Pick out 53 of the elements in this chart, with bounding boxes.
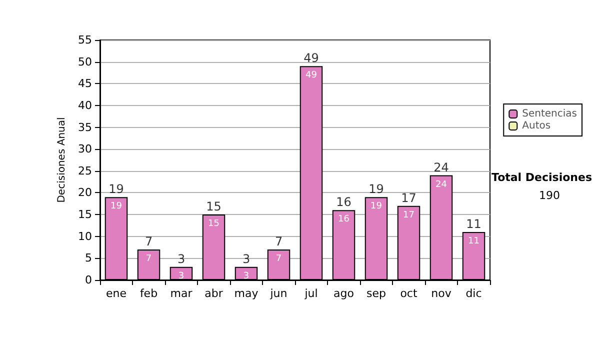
data-label: 17 [403,210,414,220]
x-tick-label: mar [170,287,193,300]
legend-label: Sentencias [522,108,578,120]
total-label: 49 [304,51,319,66]
y-tick-label: 50 [78,55,92,68]
data-label: 16 [338,214,350,225]
data-label: 11 [468,236,480,246]
x-tick-label: ago [334,287,354,300]
total-label: 3 [177,252,186,266]
y-tick-label: 55 [78,34,92,46]
total-label: 17 [401,190,416,205]
text: Total Decisiones [492,171,592,184]
y-tick-label: 25 [78,164,92,178]
data-label: 15 [208,219,220,230]
total-label: 19 [368,182,384,196]
x-tick-label: feb [140,287,158,300]
x-tick-label: sep [366,287,386,300]
y-tick-label: 40 [78,98,92,112]
data-label: 3 [243,271,250,282]
data-label: 7 [146,254,152,264]
y-tick-label: 20 [78,186,92,200]
x-tick-label: jun [269,287,288,300]
total-label: 16 [336,195,352,210]
total-label: 3 [242,252,250,266]
y-tick-label: 10 [78,230,92,243]
total-label: 11 [466,217,482,231]
legend-label: Autos [522,120,551,132]
x-tick-label: abr [204,287,224,300]
x-tick-label: oct [400,287,418,300]
data-label: 19 [370,202,382,212]
x-tick-label: nov [431,287,452,300]
y-tick-label: 45 [78,77,92,90]
x-tick-label: ene [106,287,127,300]
data-label: 49 [306,70,318,81]
data-label: 24 [436,180,448,190]
x-tick-label: jul [304,287,318,300]
x-tick-label: dic [466,287,482,300]
data-label: 7 [276,254,282,264]
total-label: 7 [274,234,283,248]
data-label: 3 [178,271,184,282]
y-axis-title: Decisiones Anual [56,117,68,203]
y-tick-label: 35 [78,120,92,134]
total-label: 24 [434,160,449,174]
y-tick-label: 5 [85,252,92,265]
y-tick-label: 0 [85,274,92,286]
data-label: 19 [110,202,122,212]
total-label: 19 [108,182,124,196]
total-label: 15 [206,200,222,214]
y-tick-label: 15 [78,208,92,222]
y-tick-label: 30 [78,142,92,156]
x-tick-label: may [234,287,259,300]
text: 190 [539,189,560,202]
total-label: 7 [144,234,153,248]
